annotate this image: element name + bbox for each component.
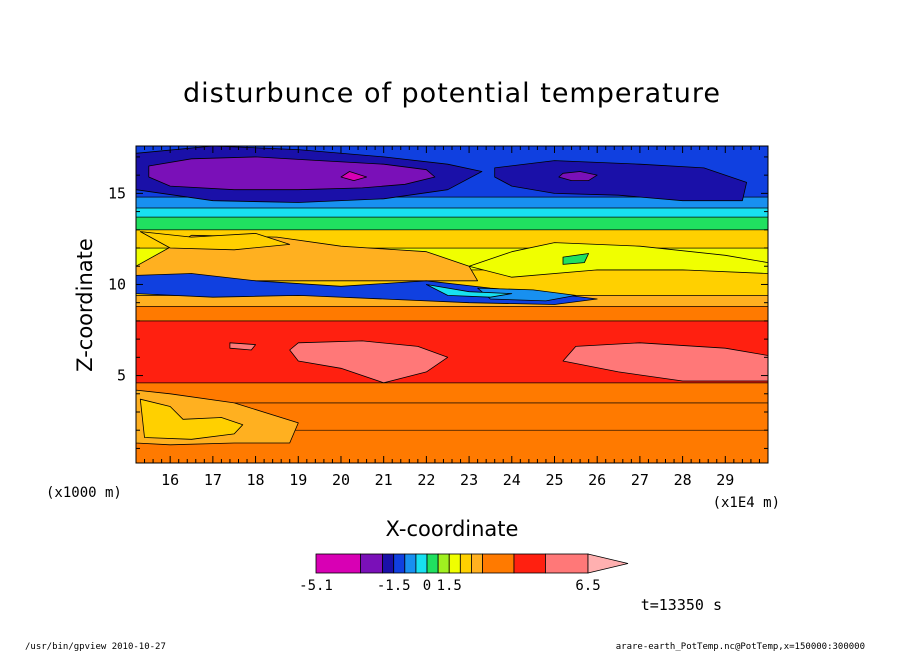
colorbar-tick-label: 6.5 <box>575 578 600 594</box>
colorbar-swatch <box>315 553 361 574</box>
contour-region-12 <box>139 398 244 440</box>
y-axis-title: Z-coordinate <box>73 238 97 372</box>
contour-region-16 <box>562 253 589 265</box>
colorbar-swatch <box>393 553 406 574</box>
chart-title: disturbunce of potential temperature <box>183 78 721 109</box>
contour-region-5 <box>340 171 368 182</box>
colorbar-arrow <box>587 553 629 574</box>
contour-region-1 <box>139 231 291 251</box>
colorbar-tick-label: 0 <box>423 578 431 594</box>
contour-region-2 <box>468 242 768 278</box>
colorbar-tick-labels: -5.1 -1.5 0 1.5 6.5 <box>299 578 601 594</box>
contour-layer-4 <box>136 306 768 322</box>
x-tick-label: 26 <box>588 471 606 489</box>
colorbar-swatch <box>360 553 384 574</box>
footer-source: arare-earth_PotTemp.nc@PotTemp,x=150000:… <box>616 642 865 652</box>
x-tick-label: 20 <box>332 471 350 489</box>
footer-command: /usr/bin/gpview 2010-10-27 <box>25 642 166 652</box>
x-tick-label: 16 <box>161 471 179 489</box>
x-tick-label: 25 <box>545 471 563 489</box>
colorbar-swatch <box>513 553 546 574</box>
y-tick-label: 10 <box>108 275 126 293</box>
colorbar-swatch <box>471 553 483 574</box>
x-tick-label: 17 <box>204 471 222 489</box>
contour-region-9 <box>562 342 768 382</box>
colorbar-swatch <box>448 553 461 574</box>
contour-layer-2 <box>136 382 768 404</box>
x-tick-label: 22 <box>417 471 435 489</box>
x-tick-label: 23 <box>460 471 478 489</box>
colorbar-swatch <box>415 553 428 574</box>
colorbar-swatch <box>426 553 439 574</box>
y-tick-label: 15 <box>108 184 126 202</box>
x-axis-title: X-coordinate <box>386 517 519 541</box>
contour-region-6 <box>494 160 747 202</box>
x-axis-ticks: 16 17 18 19 20 21 22 23 24 25 26 27 28 29 <box>135 146 769 489</box>
contour-layer-9 <box>136 216 768 231</box>
colorbar <box>315 553 629 574</box>
x-tick-label: 24 <box>503 471 521 489</box>
y-tick-label: 5 <box>117 367 126 385</box>
colorbar-tick-label: 1.5 <box>437 578 462 594</box>
colorbar-tick-label: -1.5 <box>377 578 411 594</box>
colorbar-swatch <box>545 553 589 574</box>
colorbar-swatch <box>382 553 395 574</box>
colorbar-swatch <box>437 553 450 574</box>
colorbar-tick-label: -5.1 <box>299 578 333 594</box>
colorbar-swatch <box>404 553 417 574</box>
contour-region-8 <box>289 340 449 384</box>
colorbar-swatch <box>459 553 472 574</box>
contour-region-4 <box>148 156 436 191</box>
contour-region-15 <box>425 284 513 298</box>
y-axis-ticks: 5 10 15 <box>108 156 768 449</box>
contour-fill-regions <box>136 146 768 446</box>
x-tick-label: 29 <box>716 471 734 489</box>
contour-region-7 <box>558 171 598 182</box>
x-tick-label: 27 <box>631 471 649 489</box>
x-tick-label: 21 <box>375 471 393 489</box>
plot-area: 16 17 18 19 20 21 22 23 24 25 26 27 28 29 5 10 15 <box>108 145 769 489</box>
x-tick-label: 18 <box>247 471 265 489</box>
x-axis-unit: (x1E4 m) <box>713 495 780 511</box>
x-tick-label: 19 <box>289 471 307 489</box>
colorbar-swatch <box>482 553 515 574</box>
y-axis-unit: (x1000 m) <box>46 485 122 501</box>
x-tick-label: 28 <box>674 471 692 489</box>
time-label: t=13350 s <box>641 596 722 614</box>
contour-region-10 <box>229 342 257 351</box>
contour-layer-10 <box>136 207 768 218</box>
